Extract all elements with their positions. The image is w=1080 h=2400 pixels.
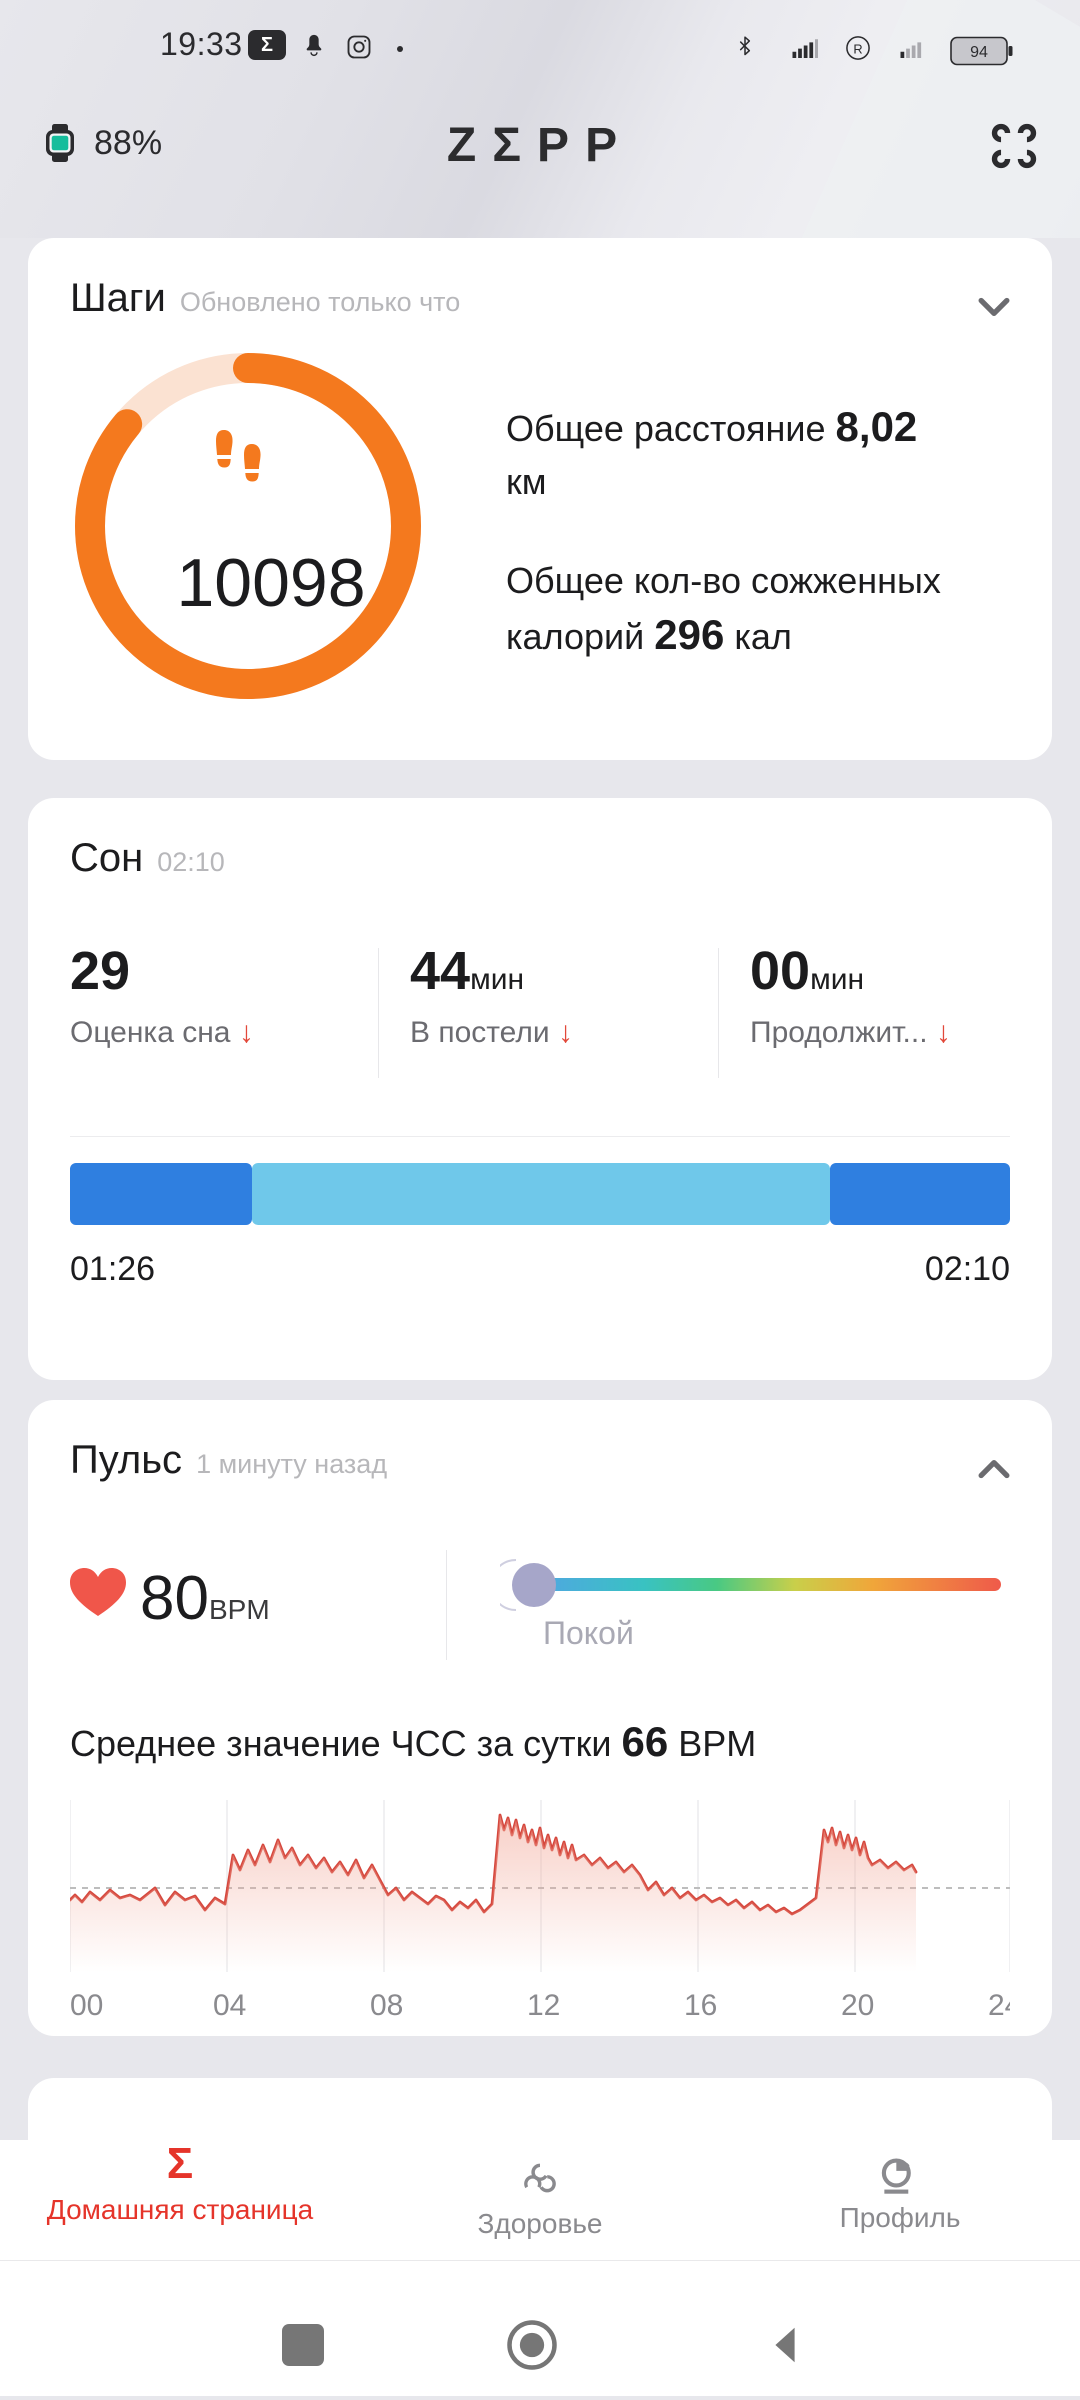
- svg-text:94: 94: [970, 44, 988, 61]
- svg-text:16: 16: [684, 1989, 717, 2022]
- svg-text:24: 24: [988, 1989, 1010, 2022]
- svg-text:R: R: [853, 41, 862, 56]
- svg-text:00: 00: [70, 1989, 103, 2022]
- svg-text:04: 04: [213, 1989, 246, 2022]
- svg-text:12: 12: [527, 1989, 560, 2022]
- svg-text:08: 08: [370, 1989, 403, 2022]
- svg-text:Σ: Σ: [167, 2140, 193, 2188]
- svg-text:20: 20: [841, 1989, 874, 2022]
